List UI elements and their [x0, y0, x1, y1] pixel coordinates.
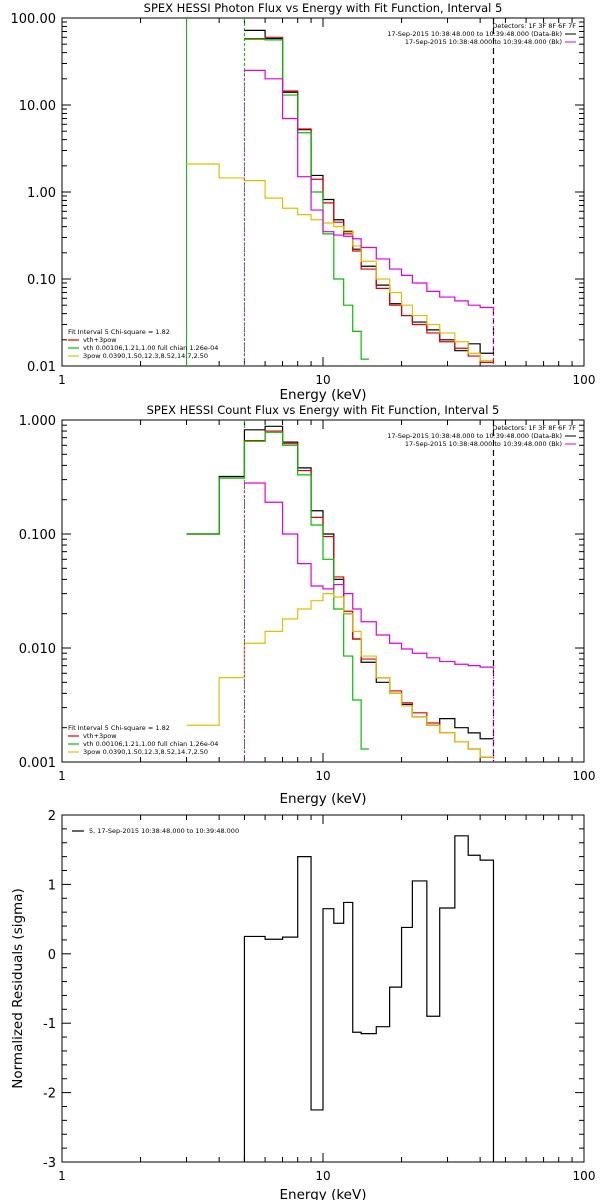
chart-panel-1: SPEX HESSI Photon Flux vs Energy with Fi… — [11, 1, 596, 403]
x-axis-label: Energy (keV) — [280, 1187, 367, 1200]
legend-fit-component: 3pow 0.0390,1.50,12.3,8.52,14.7,2.50 — [83, 748, 208, 756]
x-tick-label: 100 — [573, 1169, 596, 1183]
series-vth-3pow — [244, 36, 494, 363]
plot-frame — [61, 419, 585, 763]
x-tick-label: 1 — [58, 1169, 66, 1183]
series-vth — [186, 431, 369, 750]
series--bk- — [244, 69, 495, 311]
y-tick-label: -2 — [43, 1087, 56, 1102]
y-tick-label: 0 — [48, 948, 56, 963]
legend-fit-component: vth 0.00106,1.21,1.00 full chian 1.26e-0… — [83, 740, 218, 748]
y-tick-label: -3 — [43, 1156, 56, 1171]
series-3pow — [186, 163, 494, 362]
x-tick-label: 100 — [573, 769, 596, 783]
plot-area — [186, 420, 495, 762]
x-axis-label: Energy (keV) — [280, 387, 367, 403]
x-tick-label: 1 — [58, 373, 66, 387]
y-tick-label: 0.100 — [19, 528, 56, 543]
x-tick-label: 10 — [315, 769, 330, 783]
y-tick-label: 0.001 — [19, 756, 56, 771]
chart-panel-2: SPEX HESSI Count Flux vs Energy with Fit… — [19, 403, 596, 807]
legend-fit-component: vth+3pow — [83, 336, 117, 344]
legend-interval-1: 17-Sep-2015 10:38:48.000 to 10:39:48.000… — [387, 30, 562, 38]
chart-panel-3: 1 10 100 -3 -2 -1 0 1 2 Energy (keV) Normalized Re… — [10, 809, 595, 1200]
chart-title: SPEX HESSI Count Flux vs Energy with Fit… — [147, 403, 500, 417]
legend-fit-component: 3pow 0.0390,1.50,12.3,8.52,14.7,2.50 — [83, 352, 208, 360]
chart-title: SPEX HESSI Photon Flux vs Energy with Fi… — [144, 1, 503, 15]
legend-residual-interval: 5, 17-Sep-2015 10:38:48.000 to 10:39:48.… — [89, 827, 239, 835]
y-tick-label: 2 — [48, 809, 56, 824]
legend-interval-2: 17-Sep-2015 10:38:48.000 to 10:39:48.000… — [405, 440, 562, 448]
x-axis-label: Energy (keV) — [280, 791, 367, 807]
y-tick-label: 10.00 — [19, 99, 56, 114]
y-tick-label: 100.00 — [11, 12, 57, 27]
y-tick-label: 0.10 — [27, 273, 56, 288]
legend-fit-component: vth+3pow — [83, 732, 117, 740]
legend-detectors: Detectors: 1F 3F 8F 6F 7F — [492, 22, 576, 30]
y-axis-label: Normalized Residuals (sigma) — [10, 888, 26, 1089]
y-tick-label: 1.00 — [27, 186, 56, 201]
y-tick-label: 0.01 — [27, 360, 56, 375]
x-tick-label: 100 — [573, 373, 596, 387]
series-vth-3pow — [186, 430, 494, 758]
y-tick-label: 1 — [48, 878, 56, 893]
plot-area — [186, 18, 495, 366]
plot-area — [243, 835, 495, 1162]
x-tick-label: 10 — [315, 1169, 330, 1183]
legend-fit-component: vth 0.00106,1.21,1.00 full chian 1.26e-0… — [83, 344, 218, 352]
y-tick-label: -1 — [43, 1017, 56, 1032]
series-3pow — [186, 593, 494, 758]
legend-fit-interval: Fit Interval 5 Chi-square = 1.82 — [68, 724, 170, 732]
series-vth — [244, 38, 369, 360]
legend-interval-2: 17-Sep-2015 10:38:48.000 to 10:39:48.000… — [405, 38, 562, 46]
x-tick-label: 1 — [58, 769, 66, 783]
series--bk- — [244, 482, 495, 669]
series--data-bk- — [244, 29, 494, 354]
x-tick-label: 10 — [315, 373, 330, 387]
legend-interval-1: 17-Sep-2015 10:38:48.000 to 10:39:48.000… — [387, 432, 562, 440]
series-5-17-sep-2015-10-38-48-000-to-10-39-48-000 — [243, 835, 495, 1162]
legend-detectors: Detectors: 1F 3F 8F 6F 7F — [492, 424, 576, 432]
y-tick-label: 0.010 — [19, 642, 56, 657]
legend-fit-interval: Fit Interval 5 Chi-square = 1.82 — [68, 328, 170, 336]
series--data-bk- — [186, 425, 494, 740]
y-tick-label: 1.000 — [19, 414, 56, 429]
